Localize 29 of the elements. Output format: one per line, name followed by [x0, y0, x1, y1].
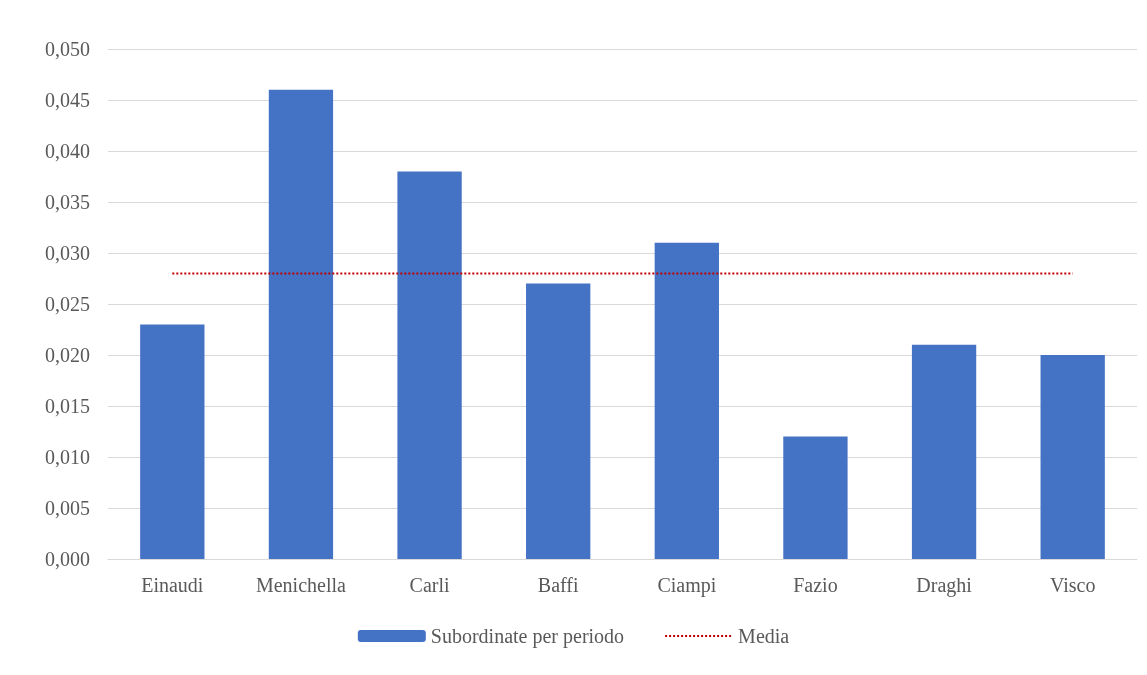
legend-label: Subordinate per periodo [430, 625, 625, 648]
y-tick-label: 0,035 [45, 191, 90, 213]
y-tick-label: 0,040 [45, 140, 90, 162]
x-tick-label: Ciampi [657, 574, 717, 597]
y-tick-label: 0,005 [45, 497, 90, 519]
y-tick-label: 0,045 [45, 89, 90, 111]
bar [140, 324, 205, 559]
y-tick-label: 0,010 [45, 446, 90, 468]
x-tick-label: Baffi [537, 574, 579, 596]
bar [783, 436, 848, 559]
y-tick-label: 0,015 [45, 395, 90, 417]
legend-label: Media [738, 625, 790, 647]
y-tick-label: 0,030 [45, 242, 90, 264]
x-tick-label: Menichella [255, 574, 347, 596]
x-tick-label: Carli [409, 574, 450, 596]
bar [526, 283, 591, 559]
bar [397, 171, 462, 559]
x-tick-label: Draghi [916, 574, 973, 597]
bar [654, 242, 719, 559]
y-tick-label: 0,050 [45, 38, 90, 60]
x-tick-label: Fazio [793, 574, 838, 596]
bar [911, 344, 977, 559]
bar [1040, 355, 1105, 559]
y-tick-label: 0,000 [45, 548, 90, 570]
x-tick-label: Visco [1049, 574, 1096, 596]
bar [268, 89, 334, 559]
y-tick-label: 0,020 [45, 344, 90, 366]
x-tick-label: Einaudi [141, 574, 204, 596]
y-tick-label: 0,025 [45, 293, 90, 315]
